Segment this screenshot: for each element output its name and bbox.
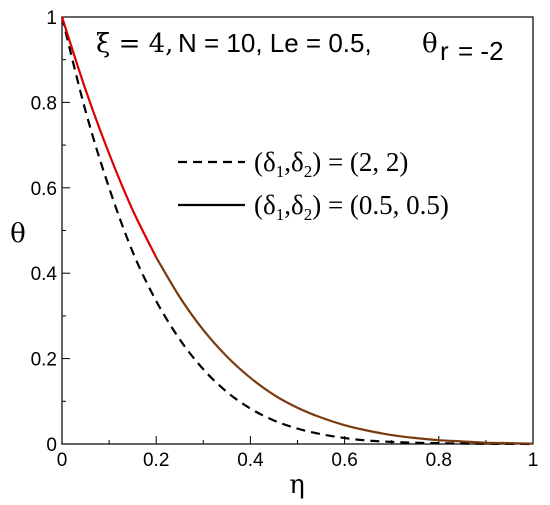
x-tick-label: 0 (57, 450, 68, 471)
x-tick-label: 0.2 (143, 450, 169, 471)
legend-label-dashed: (δ1,δ2) = (2, 2) (254, 147, 408, 181)
y-tick-label: 0.2 (31, 350, 57, 371)
series-line-solid-right (155, 256, 534, 445)
parameter-annotation: ξ = 4, N = 10, Le = 0.5, θ r = -2 (96, 28, 504, 66)
x-axis-ticks: 0 0.2 0.4 0.6 0.8 1 (57, 436, 539, 471)
y-tick-label: 0.6 (31, 179, 57, 200)
y-tick-label: 0 (46, 435, 57, 456)
legend-label-solid: (δ1,δ2) = (0.5, 0.5) (254, 190, 449, 224)
series-line-solid-left (60, 16, 158, 258)
x-axis-title: η (289, 470, 305, 500)
plot-frame (61, 16, 534, 445)
x-tick-label: 0.6 (331, 450, 357, 471)
y-axis-ticks: 0 0.2 0.4 0.6 0.8 1 (31, 8, 70, 456)
x-tick-label: 0.4 (237, 450, 264, 471)
series-line-dashed (60, 16, 534, 446)
y-tick-label: 1 (46, 8, 57, 29)
x-tick-label: 1 (528, 450, 539, 471)
y-tick-label: 0.4 (31, 264, 58, 285)
legend: (δ1,δ2) = (2, 2) (δ1,δ2) = (0.5, 0.5) (178, 147, 449, 224)
annotation-theta-r-value: = -2 (458, 36, 504, 66)
annotation-theta-r-symbol: θ (422, 29, 438, 59)
annotation-params: N = 10, Le = 0.5, (178, 28, 372, 58)
annotation-theta-r-sub: r (440, 36, 449, 66)
annotation-xi: ξ = 4, (96, 29, 173, 59)
x-tick-label: 0.8 (426, 450, 452, 471)
y-axis-title: θ (10, 219, 26, 249)
series-layer (60, 16, 534, 446)
y-tick-label: 0.8 (31, 93, 57, 114)
